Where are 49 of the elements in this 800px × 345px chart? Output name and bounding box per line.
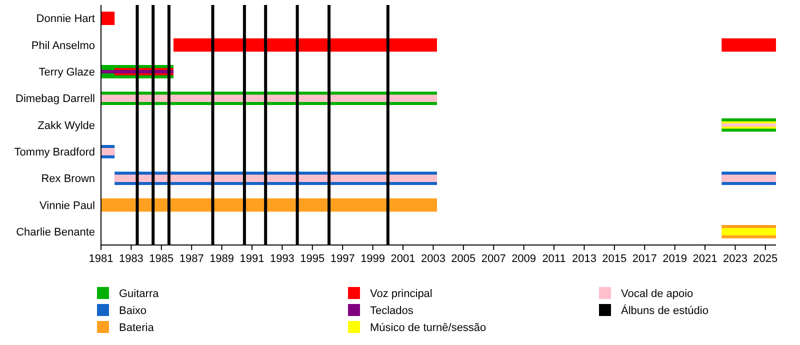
x-tick-label: 1993 bbox=[270, 253, 294, 265]
y-tick-label: Vinnie Paul bbox=[40, 200, 95, 212]
y-tick-label: Charlie Benante bbox=[16, 226, 95, 239]
legend-label: Teclados bbox=[370, 305, 414, 317]
x-tick-label: 1987 bbox=[179, 253, 204, 265]
x-tick-label: 1989 bbox=[210, 253, 234, 265]
x-tick-label: 2009 bbox=[512, 253, 536, 265]
x-tick-label: 2025 bbox=[753, 253, 778, 265]
legend-label: Vocal de apoio bbox=[621, 288, 694, 300]
x-tick-label: 2019 bbox=[662, 253, 688, 265]
bar bbox=[722, 174, 776, 182]
bar bbox=[173, 38, 437, 52]
x-tick-label: 1991 bbox=[240, 253, 264, 265]
y-tick-label: Zakk Wylde bbox=[38, 120, 95, 132]
y-tick-label: Dimebag Darrell bbox=[16, 93, 95, 106]
bar bbox=[101, 94, 437, 102]
x-tick-label: 2001 bbox=[390, 253, 416, 265]
bar bbox=[722, 38, 776, 52]
x-tick-label: 1981 bbox=[88, 253, 114, 265]
x-tick-label: 1983 bbox=[118, 253, 144, 265]
x-tick-label: 1997 bbox=[330, 253, 355, 265]
x-tick-label: 2023 bbox=[722, 253, 748, 265]
x-tick-label: 2003 bbox=[420, 253, 446, 265]
x-tick-label: 2021 bbox=[692, 253, 718, 265]
x-tick-label: 1985 bbox=[149, 253, 174, 265]
bar bbox=[101, 148, 115, 156]
bar bbox=[114, 174, 437, 182]
y-tick-label: Tommy Bradford bbox=[14, 146, 95, 159]
bar bbox=[101, 198, 437, 212]
y-tick-label: Terry Glaze bbox=[38, 66, 95, 79]
x-tick-label: 2017 bbox=[632, 253, 657, 265]
legend-label: Guitarra bbox=[119, 288, 160, 300]
x-tick-label: 1999 bbox=[360, 253, 386, 265]
x-tick-label: 2011 bbox=[542, 253, 566, 265]
legend-label: Músico de turnê/sessão bbox=[370, 322, 486, 334]
legend-label: Voz principal bbox=[370, 288, 432, 300]
bar bbox=[101, 12, 115, 25]
x-tick-label: 2005 bbox=[451, 253, 476, 265]
y-tick-label: Donnie Hart bbox=[36, 13, 95, 26]
legend-label: Bateria bbox=[119, 322, 155, 334]
x-tick-label: 2013 bbox=[572, 253, 596, 265]
legend-label: Álbuns de estúdio bbox=[621, 304, 708, 317]
bar bbox=[722, 228, 776, 236]
x-tick-label: 2007 bbox=[481, 253, 506, 265]
x-tick-label: 1995 bbox=[300, 253, 325, 265]
y-tick-label: Rex Brown bbox=[41, 173, 95, 186]
y-tick-label: Phil Anselmo bbox=[31, 40, 95, 52]
legend-label: Baixo bbox=[119, 305, 147, 317]
x-tick-label: 2015 bbox=[602, 253, 627, 265]
